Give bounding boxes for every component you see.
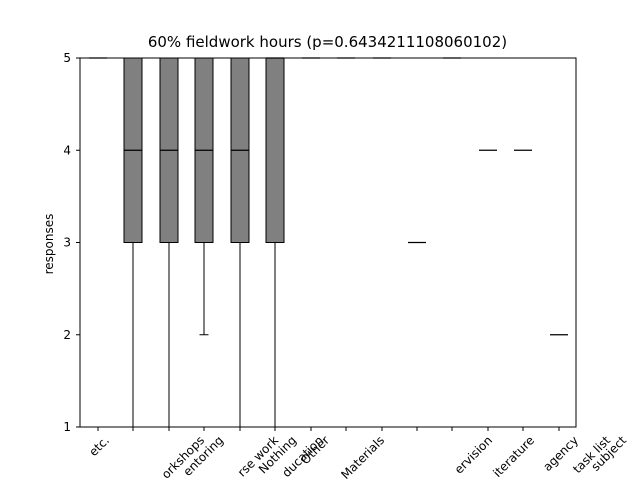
- axes-frame: [79, 57, 577, 428]
- box-3: [159, 57, 179, 428]
- box-4: [194, 57, 214, 336]
- box-body: [265, 57, 285, 243]
- y-tick-label: 2: [63, 328, 71, 342]
- box-6: [265, 57, 285, 428]
- y-tick-label: 4: [63, 143, 71, 157]
- y-tick-label: 1: [63, 420, 71, 434]
- box-2: [123, 57, 143, 428]
- box-5: [230, 57, 250, 428]
- x-tick-label: ervision: [452, 433, 495, 476]
- x-tick-label: etc.: [86, 433, 112, 459]
- chart-title: 60% fieldwork hours (p=0.643421110806010…: [147, 33, 508, 51]
- y-tick-label: 5: [63, 51, 71, 65]
- x-tick-label: iterature: [490, 433, 537, 480]
- x-tick-label: Materials: [338, 433, 387, 480]
- y-tick-label: 3: [63, 236, 71, 250]
